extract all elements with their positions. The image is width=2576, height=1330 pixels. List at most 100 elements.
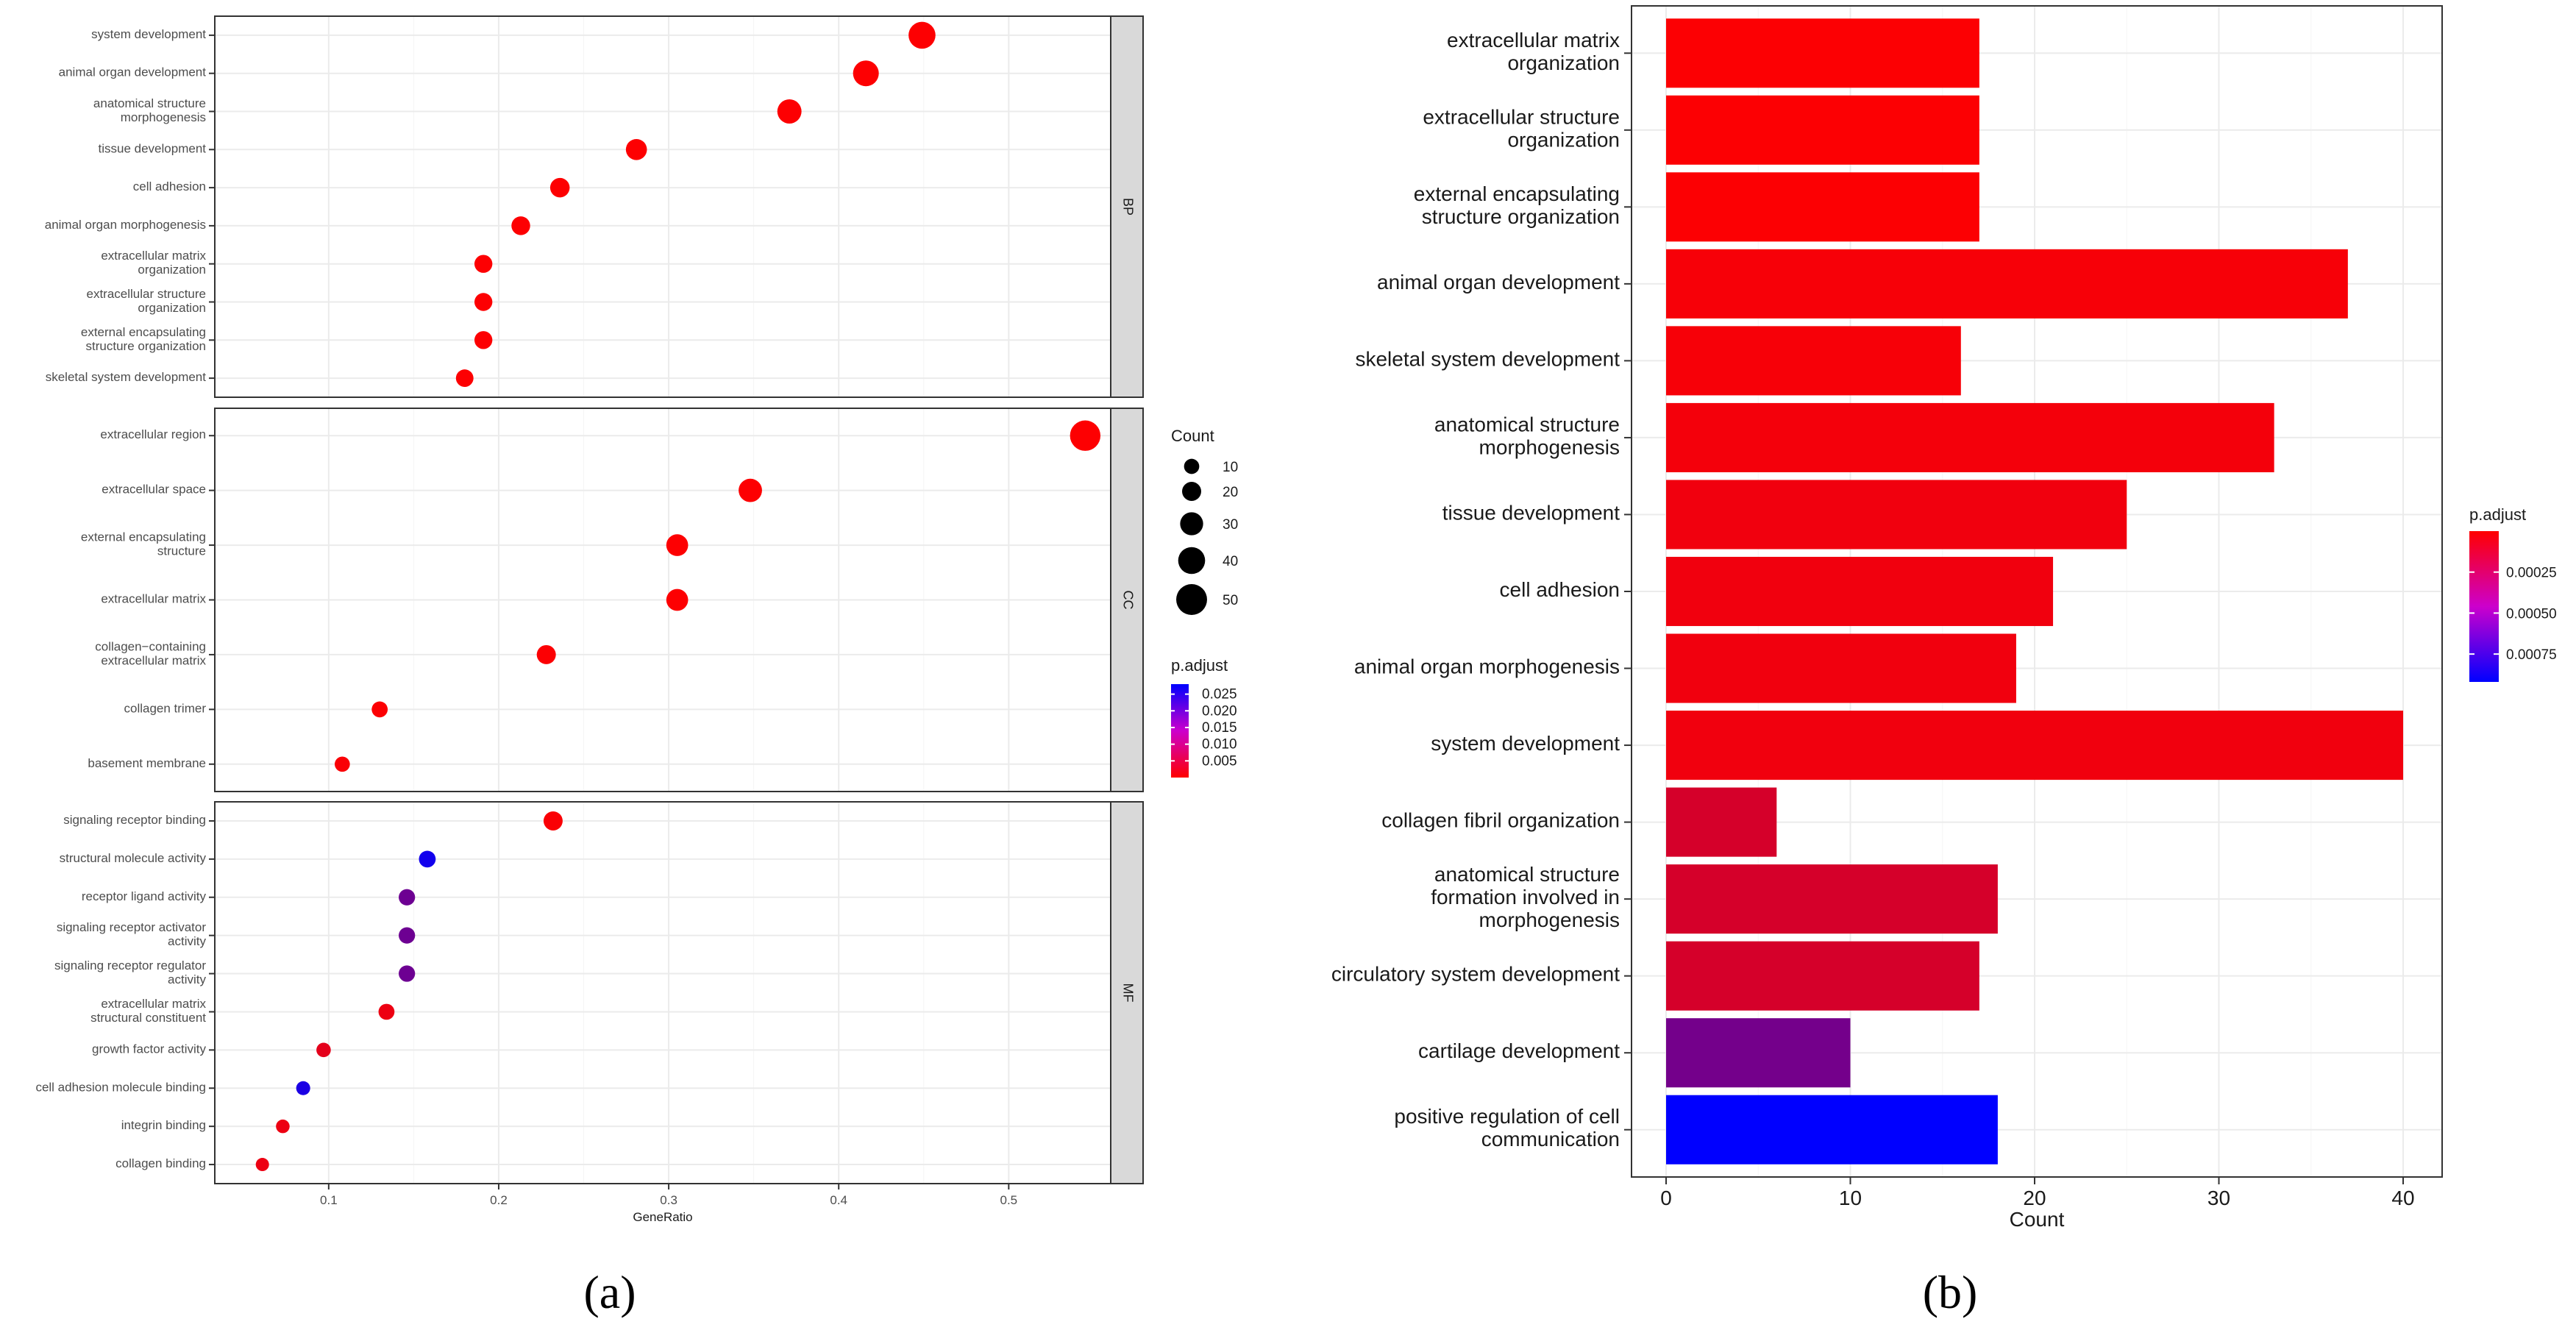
x-tick-label: 0.5 — [1000, 1193, 1018, 1207]
dot-point — [666, 588, 689, 611]
y-tick-label: collagen fibril organization — [1381, 809, 1620, 832]
y-tick-label-line: structure organization — [1422, 205, 1620, 228]
y-tick-label-line: animal organ development — [1377, 271, 1620, 294]
legend-count-label: 20 — [1223, 485, 1238, 500]
facet-strip — [1110, 801, 1144, 1184]
y-tick-label-line: organization — [138, 301, 206, 315]
legend-count-dot — [1180, 512, 1203, 536]
y-tick-label-line: circulatory system development — [1331, 963, 1620, 986]
x-tick-label: 0.2 — [490, 1193, 508, 1207]
legend-padj-label: 0.010 — [1202, 737, 1237, 753]
dot-point — [511, 216, 530, 235]
dot-point — [777, 99, 802, 124]
x-tick-label: 10 — [1839, 1187, 1862, 1209]
y-tick-label-line: structural molecule activity — [60, 851, 207, 865]
plot-border — [1631, 5, 2443, 1178]
y-tick-label: extracellular matrix structural constitue… — [90, 997, 206, 1025]
dot-point — [419, 850, 436, 868]
panel-b-bar-chart: extracellular matrix organization extracel… — [1331, 5, 2557, 1231]
facet-strip-label: BP — [1120, 198, 1135, 216]
legend-count-label: 30 — [1223, 517, 1238, 533]
facet-strip-label: MF — [1120, 984, 1135, 1003]
dot-point — [255, 1158, 269, 1172]
y-tick-label: extracellular matrix organization — [1447, 29, 1620, 74]
y-tick-label-line: formation involved in — [1431, 886, 1620, 909]
dot-point — [853, 60, 879, 87]
y-tick-label: positive regulation of cell communication — [1394, 1106, 1620, 1151]
y-tick-label-line: anatomical structure — [93, 96, 206, 110]
y-tick-label: tissue development — [1442, 502, 1620, 524]
y-tick-label-line: collagen fibril organization — [1381, 809, 1620, 832]
y-tick-label: circulatory system development — [1331, 963, 1620, 986]
y-tick-label-line: external encapsulating — [1414, 182, 1620, 205]
bar — [1666, 787, 1777, 857]
y-tick-label: animal organ development — [59, 65, 207, 79]
y-tick-label-line: anatomical structure — [1434, 864, 1620, 886]
dot-point — [536, 644, 556, 664]
legend-count-dot — [1184, 458, 1200, 474]
dot-point — [296, 1081, 310, 1095]
y-tick-label-line: extracellular structure — [86, 287, 206, 301]
x-axis-title: Count — [2010, 1208, 2065, 1231]
y-tick-label-line: animal organ morphogenesis — [1354, 655, 1620, 678]
y-tick-label: collagen binding — [115, 1157, 206, 1171]
dot-point — [549, 177, 570, 198]
bar — [1666, 95, 1979, 165]
legend-count-dot — [1178, 547, 1206, 575]
legend-count-label: 50 — [1223, 593, 1238, 608]
y-tick-label-line: positive regulation of cell — [1394, 1106, 1620, 1128]
y-tick-label-line: communication — [1481, 1128, 1620, 1151]
legend-padj-label: 0.015 — [1202, 720, 1237, 736]
y-tick-label: animal organ development — [1377, 271, 1620, 294]
bar — [1666, 402, 2274, 472]
facet-MF-panel — [215, 802, 1111, 1184]
panel-a-dot-plot: system development animal organ developme… — [35, 15, 1238, 1224]
facet-strip-label: CC — [1120, 591, 1135, 610]
y-tick-label: extracellular space — [102, 483, 206, 497]
y-tick-label: anatomical structure morphogenesis — [93, 96, 206, 124]
x-tick-label: 40 — [2391, 1187, 2414, 1209]
y-tick-label-line: extracellular matrix — [101, 249, 206, 263]
y-tick-label-line: external encapsulating — [81, 325, 206, 339]
y-tick-label-line: organization — [1507, 129, 1620, 152]
y-tick-label: animal organ morphogenesis — [1354, 655, 1620, 678]
facet-BP-panel — [215, 16, 1111, 397]
y-tick-label-line: collagen−containing — [95, 640, 206, 654]
bar — [1666, 18, 1979, 88]
bar — [1666, 1095, 1998, 1164]
legend-count-dot — [1176, 584, 1207, 615]
dot-point — [399, 927, 416, 944]
dot-point — [455, 369, 474, 388]
y-tick-label: basement membrane — [88, 756, 206, 770]
legend-count-label: 10 — [1223, 460, 1238, 475]
facet-strip — [1110, 15, 1144, 398]
dot-point — [474, 293, 493, 311]
x-tick-label: 0.3 — [660, 1193, 677, 1207]
y-tick-label: signaling receptor regulator activity — [54, 959, 207, 987]
y-tick-label: extracellular structure organization — [1423, 106, 1620, 152]
y-tick-label-line: activity — [168, 935, 206, 949]
y-tick-label: skeletal system development — [46, 371, 207, 385]
x-tick-label: 0.1 — [320, 1193, 338, 1207]
y-tick-label: extracellular region — [100, 428, 206, 442]
y-tick-label-line: tissue development — [1442, 502, 1620, 524]
y-tick-label: structural molecule activity — [60, 851, 207, 865]
facet-strip — [1110, 408, 1144, 792]
y-tick-label: animal organ morphogenesis — [45, 218, 206, 232]
bar — [1666, 633, 2016, 703]
bar — [1666, 326, 1961, 396]
y-tick-label-line: morphogenesis — [121, 110, 206, 124]
y-tick-label-line: system development — [91, 27, 206, 41]
legend-padj-title: p.adjust — [2469, 505, 2526, 524]
dot-point — [739, 478, 762, 502]
legend-padj-label: 0.025 — [1202, 687, 1237, 703]
y-tick-label-line: signaling receptor activator — [57, 921, 207, 935]
y-tick-label-line: organization — [138, 263, 206, 277]
y-tick-label-line: animal organ development — [59, 65, 207, 79]
y-tick-label-line: signaling receptor regulator — [54, 959, 206, 973]
y-tick-label-line: tissue development — [99, 142, 207, 156]
bar — [1666, 1018, 1851, 1088]
dot-point — [625, 138, 647, 160]
y-tick-label: cell adhesion — [1500, 578, 1620, 601]
y-tick-label: anatomical structure formation involved i… — [1431, 864, 1620, 932]
